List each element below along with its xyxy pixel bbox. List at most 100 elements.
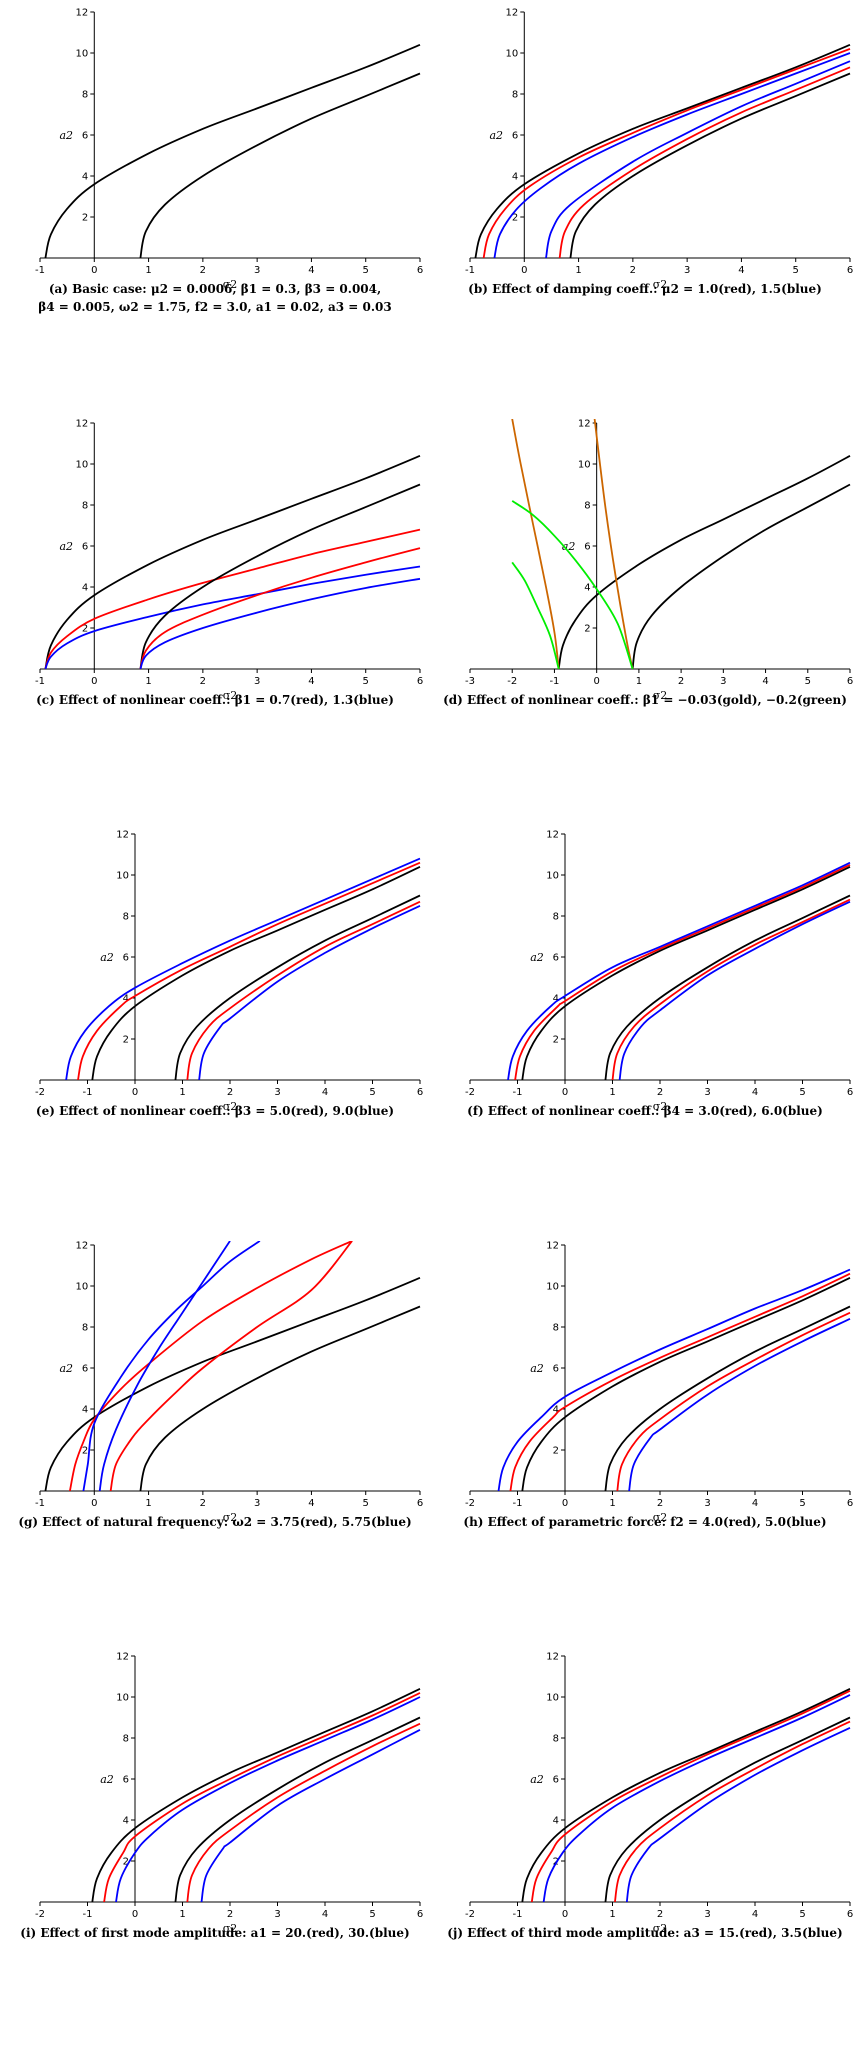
caption-j: (j) Effect of third mode amplitude: a3 =… <box>430 1924 860 1942</box>
caption-g: (g) Effect of natural frequency: ω2 = 3.… <box>0 1513 430 1531</box>
x-tick-label: 4 <box>752 1087 758 1098</box>
x-tick-label: 6 <box>847 1087 853 1098</box>
series-line-i-3 <box>174 1716 421 1902</box>
y-tick-label: 2 <box>553 1035 559 1046</box>
y-tick-label: 6 <box>584 542 590 553</box>
series-line-e-4 <box>186 900 421 1080</box>
caption-line: (c) Effect of nonlinear coeff.: β1 = 0.7… <box>36 693 394 707</box>
series-line-g-1 <box>139 1305 421 1491</box>
x-axis-label: σ2 <box>223 689 238 702</box>
series-line-g-0 <box>44 1276 421 1491</box>
x-tick-label: 1 <box>609 1087 615 1098</box>
x-tick-label: 2 <box>630 265 636 276</box>
y-tick-label: 12 <box>578 419 591 430</box>
x-tick-label: 5 <box>799 1087 805 1098</box>
chart-panel-d: -3 -2 -1 0 1 2 3 4 5 6 2 4 6 8 10 12 σ2 a2 (d) Effect of n… <box>430 411 860 822</box>
x-tick-label: 3 <box>704 1909 710 1920</box>
series-line-d-4 <box>511 561 560 669</box>
x-tick-label: -1 <box>513 1498 523 1509</box>
series-line-h-3 <box>604 1305 851 1491</box>
x-axis-label: σ2 <box>653 278 668 291</box>
y-tick-label: 2 <box>123 1035 129 1046</box>
series-line-b-1 <box>482 48 851 258</box>
series-line-f-2 <box>507 861 851 1080</box>
y-tick-label: 12 <box>76 1241 89 1252</box>
y-tick-label: 10 <box>506 49 519 60</box>
x-tick-label: 2 <box>200 676 206 687</box>
x-tick-label: 0 <box>132 1087 138 1098</box>
caption-line: (g) Effect of natural frequency: ω2 = 3.… <box>18 1515 412 1529</box>
x-tick-label: 1 <box>609 1498 615 1509</box>
x-tick-label: 5 <box>793 265 799 276</box>
y-tick-label: 6 <box>553 1775 559 1786</box>
x-tick-label: 5 <box>369 1087 375 1098</box>
y-axis-label: a2 <box>530 951 544 964</box>
x-tick-label: -1 <box>465 265 475 276</box>
y-tick-label: 12 <box>76 419 89 430</box>
x-axis-label: σ2 <box>223 1100 238 1113</box>
series-line-i-2 <box>115 1696 421 1902</box>
x-tick-label: 1 <box>145 1498 151 1509</box>
x-tick-label: 6 <box>417 676 423 687</box>
x-tick-label: 5 <box>799 1909 805 1920</box>
x-tick-label: 4 <box>322 1909 328 1920</box>
x-axis-label: σ2 <box>653 1511 668 1524</box>
x-tick-label: 5 <box>363 676 369 687</box>
x-axis-label: σ2 <box>653 689 668 702</box>
x-tick-label: 5 <box>363 1498 369 1509</box>
y-tick-label: 12 <box>546 1652 559 1663</box>
series-line-j-0 <box>521 1687 851 1902</box>
x-tick-label: 0 <box>91 265 97 276</box>
y-tick-label: 12 <box>116 1652 129 1663</box>
x-tick-label: 5 <box>369 1909 375 1920</box>
y-axis-label: a2 <box>530 1773 544 1786</box>
series-line-j-1 <box>530 1689 851 1902</box>
caption-line: (b) Effect of damping coeff.: μ2 = 1.0(r… <box>468 282 822 296</box>
chart-panel-b: -1 0 1 2 3 4 5 6 2 4 6 8 10 12 σ2 a2 (b) Effect of dampi… <box>430 0 860 411</box>
y-tick-label: 10 <box>546 1282 559 1293</box>
x-tick-label: -1 <box>83 1909 93 1920</box>
caption-line: (h) Effect of parametric force: f2 = 4.0… <box>463 1515 827 1529</box>
y-tick-label: 4 <box>82 1405 88 1416</box>
series-line-c-4 <box>139 547 421 669</box>
caption-h: (h) Effect of parametric force: f2 = 4.0… <box>430 1513 860 1531</box>
y-tick-label: 2 <box>82 624 88 635</box>
series-line-f-5 <box>618 900 851 1080</box>
series-line-j-3 <box>604 1716 851 1902</box>
series-line-i-1 <box>103 1692 421 1902</box>
y-tick-label: 4 <box>584 583 590 594</box>
x-tick-label: 4 <box>762 676 768 687</box>
caption-line: (j) Effect of third mode amplitude: a3 =… <box>447 1926 843 1940</box>
series-line-g-4 <box>82 1241 261 1491</box>
y-tick-label: 10 <box>546 1693 559 1704</box>
x-tick-label: 3 <box>720 676 726 687</box>
series-line-e-5 <box>198 904 421 1080</box>
caption-i: (i) Effect of first mode amplitude: a1 =… <box>0 1924 430 1942</box>
series-line-f-3 <box>604 894 851 1080</box>
y-tick-label: 4 <box>82 583 88 594</box>
x-tick-label: -1 <box>35 1498 45 1509</box>
series-line-c-3 <box>139 483 421 669</box>
x-tick-label: -2 <box>35 1087 45 1098</box>
y-tick-label: 6 <box>82 131 88 142</box>
series-line-i-4 <box>186 1722 421 1902</box>
series-line-c-5 <box>139 577 421 669</box>
x-tick-label: 4 <box>322 1087 328 1098</box>
series-line-j-2 <box>542 1694 851 1902</box>
y-tick-label: 4 <box>123 1816 129 1827</box>
y-axis-label: a2 <box>60 540 74 553</box>
chart-panel-i: -2 -1 0 1 2 3 4 5 6 2 4 6 8 10 12 σ2 a2 (i) Effect of fir… <box>0 1644 430 2055</box>
x-tick-label: 4 <box>308 1498 314 1509</box>
series-line-b-3 <box>569 72 851 258</box>
series-line-d-0 <box>557 455 851 669</box>
series-line-j-4 <box>614 1720 851 1902</box>
y-tick-label: 10 <box>76 460 89 471</box>
x-tick-label: -2 <box>507 676 517 687</box>
series-line-d-3 <box>593 419 634 669</box>
caption-line: (e) Effect of nonlinear coeff.: β3 = 5.0… <box>35 1104 395 1118</box>
y-tick-label: 2 <box>82 1446 88 1457</box>
